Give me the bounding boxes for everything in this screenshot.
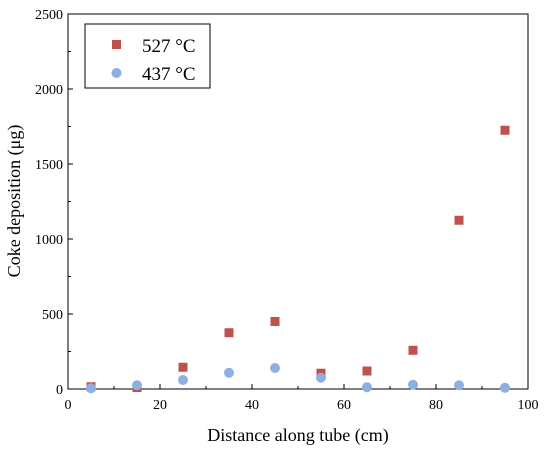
x-axis-title: Distance along tube (cm)	[207, 425, 388, 446]
data-point-437C	[224, 367, 234, 378]
x-tick-label: 40	[245, 398, 259, 413]
data-point-437C	[270, 363, 280, 373]
data-point-527C	[362, 366, 372, 376]
x-axis-ticks: 0 20 40 60 80 100	[65, 384, 539, 413]
legend: 527 °C 437 °C	[84, 23, 211, 89]
data-point-437C	[408, 379, 418, 390]
x-tick-label: 20	[153, 398, 167, 413]
plot-area: 0 20 40 60 80 100 0 500 1000 1500 2000 2500	[35, 8, 539, 413]
data-point-527C	[500, 125, 510, 135]
legend-marker-circle	[111, 68, 122, 78]
data-point-437C	[86, 383, 96, 394]
legend-box	[84, 23, 211, 89]
y-tick-label: 1500	[35, 158, 63, 173]
data-markers	[86, 125, 510, 394]
legend-marker-square	[112, 40, 121, 49]
legend-label-437: 437 °C	[142, 64, 196, 85]
data-point-527C	[454, 215, 464, 225]
x-tick-label: 0	[65, 398, 72, 413]
data-point-437C	[132, 380, 142, 391]
y-tick-label: 1000	[35, 233, 63, 248]
y-tick-label: 2000	[35, 83, 63, 98]
data-point-437C	[362, 382, 372, 393]
x-tick-label: 80	[429, 398, 443, 413]
data-point-527C	[178, 362, 188, 372]
legend-label-527: 527 °C	[142, 36, 196, 57]
data-point-437C	[178, 375, 188, 385]
y-tick-label: 2500	[35, 8, 63, 23]
data-point-527C	[270, 317, 280, 326]
data-point-437C	[316, 372, 326, 383]
data-point-437C	[500, 382, 510, 393]
data-point-527C	[408, 345, 418, 355]
y-tick-label: 500	[42, 308, 63, 323]
x-tick-label: 100	[518, 398, 539, 413]
x-tick-label: 60	[337, 398, 351, 413]
data-point-437C	[454, 380, 464, 391]
data-point-527C	[224, 328, 234, 338]
y-tick-label: 0	[56, 383, 63, 398]
y-axis-ticks: 0 500 1000 1500 2000 2500	[35, 8, 73, 398]
y-axis-title: Coke deposition (μg)	[4, 125, 25, 278]
